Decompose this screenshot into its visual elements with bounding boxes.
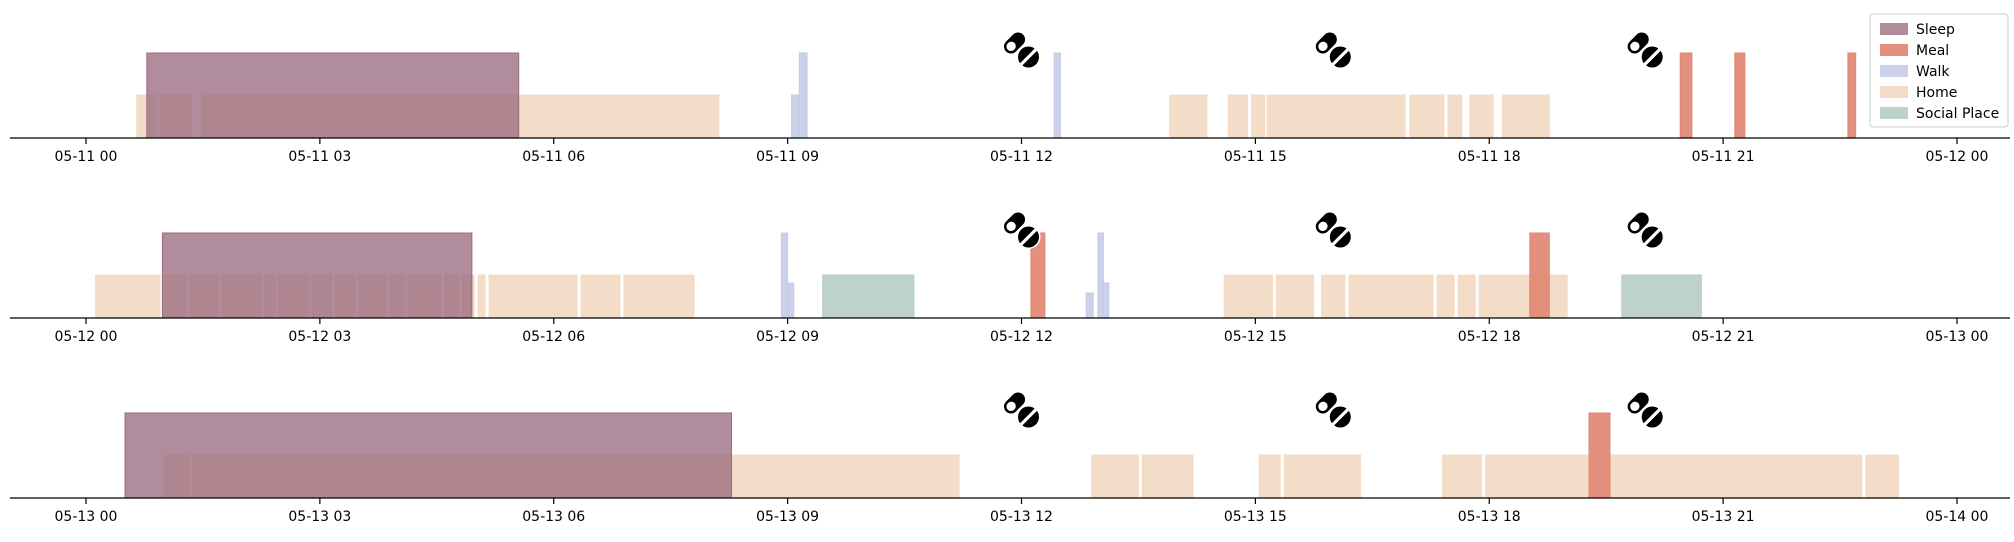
x-tick-label: 05-12 00 [55, 329, 118, 345]
x-tick-label: 05-11 03 [288, 149, 351, 165]
x-tick-label: 05-12 12 [990, 329, 1053, 345]
medication-pill-icon [1311, 208, 1354, 251]
home-bar [623, 274, 695, 319]
social-place-bar [822, 274, 915, 319]
x-tick-label: 05-13 03 [288, 509, 351, 525]
walk-bar [798, 52, 808, 139]
x-tick-label: 05-12 06 [522, 329, 585, 345]
medication-pill-icon [1623, 28, 1666, 71]
legend-swatch-home [1880, 86, 1908, 98]
sleep-bar [161, 232, 473, 319]
x-tick-label: 05-13 09 [756, 509, 819, 525]
home-bar [1447, 94, 1463, 139]
legend: Sleep Meal Walk Home Social Place [1869, 13, 2009, 128]
home-bar [1409, 94, 1445, 139]
x-tick-label: 05-11 00 [55, 149, 118, 165]
x-tick-label: 05-13 21 [1692, 509, 1755, 525]
x-tick-label: 05-11 09 [756, 149, 819, 165]
home-bar [1141, 454, 1194, 499]
home-bar [1484, 454, 1863, 499]
legend-box [1869, 13, 2009, 128]
legend-label-home: Home [1916, 85, 1957, 101]
home-bar [1266, 94, 1406, 139]
home-bar [1251, 94, 1266, 139]
walk-bar [1097, 232, 1104, 319]
home-bar [1258, 454, 1281, 499]
home-bar [488, 274, 578, 319]
home-bar [1223, 274, 1273, 319]
medication-pill-icon [1623, 208, 1666, 251]
x-tick-label: 05-12 15 [1224, 329, 1287, 345]
x-tick-label: 05-13 15 [1224, 509, 1287, 525]
x-tick-label: 05-14 00 [1926, 509, 1989, 525]
medication-pill-icon [999, 388, 1043, 431]
x-tick-label: 05-11 21 [1692, 149, 1755, 165]
x-tick-label: 05-11 12 [990, 149, 1053, 165]
x-tick-label: 05-12 18 [1458, 329, 1521, 345]
legend-label-meal: Meal [1916, 43, 1949, 59]
home-bar [1436, 274, 1455, 319]
walk-bar [791, 94, 800, 139]
medication-pill-icon [999, 28, 1043, 71]
home-bar [1283, 454, 1362, 499]
legend-swatch-social-place [1880, 107, 1908, 119]
medication-pill-icon [1311, 28, 1354, 71]
home-bar [477, 274, 486, 319]
panels: 05-11 00 05-11 03 05-11 06 05-11 09 05-11 12… [10, 28, 2010, 525]
x-tick-label: 05-13 06 [522, 509, 585, 525]
x-tick-label: 05-12 09 [756, 329, 819, 345]
meal-bar [1847, 52, 1857, 139]
meal-bar [1679, 52, 1693, 139]
home-bar [580, 274, 621, 319]
walk-bar [1085, 292, 1094, 319]
medication-pill-icon [999, 208, 1043, 251]
legend-swatch-walk [1880, 65, 1908, 77]
home-bar [1865, 454, 1900, 499]
medication-pill-icon [1623, 388, 1666, 431]
meal-bar [1529, 232, 1550, 319]
x-tick-label: 05-12 21 [1692, 329, 1755, 345]
medication-pill-icon [1311, 388, 1354, 431]
home-bar [1457, 274, 1476, 319]
panel-05-12: 05-12 00 05-12 03 05-12 06 05-12 09 05-12 12… [10, 208, 2010, 345]
x-tick-label: 05-12 03 [288, 329, 351, 345]
walk-bar [787, 282, 795, 319]
home-bar [1469, 94, 1494, 139]
x-tick-label: 05-12 00 [1926, 149, 1989, 165]
x-tick-label: 05-13 00 [1926, 329, 1989, 345]
walk-bar [780, 232, 789, 319]
home-bar [1091, 454, 1139, 499]
home-bar [1348, 274, 1434, 319]
x-tick-label: 05-13 18 [1458, 509, 1521, 525]
legend-swatch-sleep [1880, 23, 1908, 35]
home-bar [1321, 274, 1346, 319]
home-bar [1275, 274, 1315, 319]
home-bar [94, 274, 161, 319]
sleep-bar [124, 412, 732, 499]
home-bar [1478, 274, 1568, 319]
meal-bar [1734, 52, 1746, 139]
x-tick-label: 05-11 06 [522, 149, 585, 165]
panel-05-11: 05-11 00 05-11 03 05-11 06 05-11 09 05-11 12… [10, 28, 2010, 165]
home-bar [1442, 454, 1482, 499]
x-tick-label: 05-13 00 [55, 509, 118, 525]
x-tick-label: 05-11 15 [1224, 149, 1287, 165]
home-bar [1502, 94, 1550, 139]
legend-label-walk: Walk [1916, 64, 1950, 80]
home-bar [1169, 94, 1208, 139]
meal-bar [1588, 412, 1611, 499]
walk-bar [1102, 282, 1110, 319]
legend-label-sleep: Sleep [1916, 22, 1955, 38]
panel-05-13: 05-13 00 05-13 03 05-13 06 05-13 09 05-13 12… [10, 388, 2010, 525]
x-tick-label: 05-13 12 [990, 509, 1053, 525]
home-bar [1227, 94, 1249, 139]
sleep-bar [146, 52, 520, 139]
legend-label-social-place: Social Place [1916, 106, 1999, 122]
social-place-bar [1621, 274, 1702, 319]
walk-bar [1053, 52, 1061, 139]
legend-swatch-meal [1880, 44, 1908, 56]
x-tick-label: 05-11 18 [1458, 149, 1521, 165]
